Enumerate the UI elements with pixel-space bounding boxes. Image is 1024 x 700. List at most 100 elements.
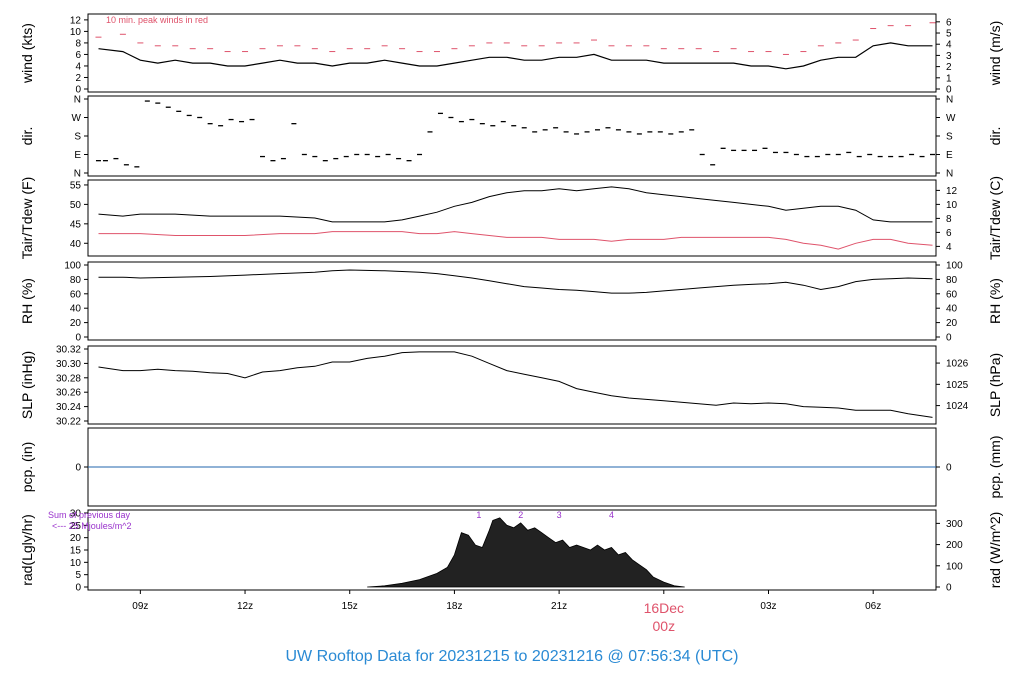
wind-ytick-left-label: 0 xyxy=(75,85,81,96)
footer-to: to xyxy=(514,648,528,665)
footer-start-date: 20231215 xyxy=(438,648,510,665)
rad-ytick-right-label: 0 xyxy=(946,583,952,594)
rad-ytick-right-label: 200 xyxy=(946,540,963,551)
slp-ylabel-left: SLP (inHg) xyxy=(19,351,35,419)
rad-ytick-left-label: 0 xyxy=(75,583,81,594)
rh-ytick-left-label: 20 xyxy=(70,318,82,329)
rh-ytick-right-label: 60 xyxy=(946,289,958,300)
rad-day-marker: 1 xyxy=(476,510,481,520)
wind-ytick-right-label: 4 xyxy=(946,40,952,51)
tair-ytick-right-label: 8 xyxy=(946,214,952,225)
rh-ytick-right-label: 100 xyxy=(946,261,963,272)
slp-ytick-left-label: 30.30 xyxy=(56,359,81,370)
dir-ytick-right-label: N xyxy=(946,169,953,180)
tair-ytick-right-label: 4 xyxy=(946,242,952,253)
slp-ytick-left-label: 30.26 xyxy=(56,388,81,399)
wind-frame xyxy=(87,13,937,93)
rad-ytick-left-label: 25 xyxy=(70,521,82,532)
pcp-ylabel-right: pcp. (mm) xyxy=(987,436,1003,499)
wind-ytick-left-label: 2 xyxy=(75,73,81,84)
rad-ytick-left-label: 15 xyxy=(70,546,82,557)
rad-ytick-left-label: 5 xyxy=(75,570,81,581)
dir-frame xyxy=(87,95,937,177)
tair-ytick-right-label: 10 xyxy=(946,200,958,211)
pcp-ylabel-left: pcp. (in) xyxy=(19,442,35,493)
xtick-label: 18z xyxy=(446,601,462,612)
tair-ytick-right-label: 12 xyxy=(946,186,958,197)
slp-ytick-left-label: 30.28 xyxy=(56,373,81,384)
slp-ytick-left-label: 30.24 xyxy=(56,402,81,413)
rh-frame xyxy=(87,261,937,341)
footer-prefix: UW Rooftop Data for xyxy=(285,648,435,665)
slp-ytick-left-label: 30.32 xyxy=(56,345,81,356)
wind-ytick-right-label: 1 xyxy=(946,73,952,84)
tair-ytick-left-label: 50 xyxy=(70,200,82,211)
footer-timezone: (UTC) xyxy=(694,648,739,665)
dir-ytick-right-label: S xyxy=(946,132,953,143)
wind-ytick-right-label: 2 xyxy=(946,62,952,73)
rh-ytick-right-label: 40 xyxy=(946,304,958,315)
rh-ytick-right-label: 20 xyxy=(946,318,958,329)
slp-line xyxy=(98,351,933,418)
rad-ytick-left-label: 10 xyxy=(70,558,82,569)
rh-ylabel-right: RH (%) xyxy=(987,278,1003,324)
dir-ytick-right-label: N xyxy=(946,95,953,106)
dir-ytick-left-label: N xyxy=(74,169,81,180)
tair-frame xyxy=(87,179,937,257)
tair-ylabel-left: Tair/Tdew (F) xyxy=(19,177,35,259)
rad-day-marker: 3 xyxy=(557,510,562,520)
rad-ytick-left-label: 20 xyxy=(70,533,82,544)
slp-ytick-right-label: 1026 xyxy=(946,359,969,370)
wind-ylabel-right: wind (m/s) xyxy=(987,21,1003,87)
footer-end-date: 20231216 @ 07:56:34 xyxy=(531,648,691,665)
xtick-label: 09z xyxy=(132,601,148,612)
rad-ytick-left-label: 30 xyxy=(70,509,82,520)
dir-ytick-left-label: W xyxy=(72,113,82,124)
dir-ylabel-left: dir. xyxy=(19,127,35,146)
rh-ytick-left-label: 100 xyxy=(64,261,81,272)
slp-ylabel-right: SLP (hPa) xyxy=(987,353,1003,417)
tair-ytick-left-label: 45 xyxy=(70,219,82,230)
rh-ytick-left-label: 40 xyxy=(70,304,82,315)
dir-ytick-left-label: E xyxy=(74,150,81,161)
wind-ytick-left-label: 10 xyxy=(70,27,82,38)
pcp-ytick-left-label: 0 xyxy=(75,463,81,474)
wind-ytick-left-label: 4 xyxy=(75,61,81,72)
dir-ytick-right-label: W xyxy=(946,113,956,124)
rh-line xyxy=(98,269,933,294)
wind-ytick-left-label: 12 xyxy=(70,15,82,26)
rad-annotation-line1: Sum of previous day xyxy=(48,510,131,520)
tair-ylabel-right: Tair/Tdew (C) xyxy=(987,176,1003,260)
slp-ytick-right-label: 1024 xyxy=(946,401,969,412)
slp-frame xyxy=(87,345,937,425)
xtick-label: 03z xyxy=(760,601,776,612)
wind-ytick-left-label: 8 xyxy=(75,38,81,49)
slp-ytick-left-label: 30.22 xyxy=(56,417,81,428)
rad-day-marker: 4 xyxy=(609,510,614,520)
dir-ytick-left-label: S xyxy=(74,132,81,143)
x-date-label: 16Dec xyxy=(644,600,684,616)
rh-ylabel-left: RH (%) xyxy=(19,278,35,324)
xtick-label: 15z xyxy=(342,601,358,612)
rad-ylabel-right: rad (W/m^2) xyxy=(987,512,1003,589)
rad-annotation-line2: <--- 25 Mjoules/m^2 xyxy=(52,521,132,531)
xtick-label: 00z xyxy=(653,618,676,634)
rh-ytick-right-label: 0 xyxy=(946,333,952,344)
rh-ytick-left-label: 60 xyxy=(70,289,82,300)
xtick-label: 06z xyxy=(865,601,881,612)
rh-ytick-right-label: 80 xyxy=(946,275,958,286)
wind-ytick-right-label: 3 xyxy=(946,51,952,62)
rad-day-marker: 2 xyxy=(518,510,523,520)
dir-ytick-left-label: N xyxy=(74,95,81,106)
rad-ylabel-left: rad(Lgly/hr) xyxy=(19,514,35,586)
wind-ytick-right-label: 0 xyxy=(946,85,952,96)
rh-ytick-left-label: 0 xyxy=(75,333,81,344)
wind-ylabel-left: wind (kts) xyxy=(19,23,35,84)
xtick-label: 12z xyxy=(237,601,253,612)
xtick-label: 21z xyxy=(551,601,567,612)
rad-ytick-right-label: 100 xyxy=(946,561,963,572)
wind-mean-line xyxy=(98,42,933,70)
wind-ytick-left-label: 6 xyxy=(75,50,81,61)
wind-annotation: 10 min. peak winds in red xyxy=(106,15,208,25)
